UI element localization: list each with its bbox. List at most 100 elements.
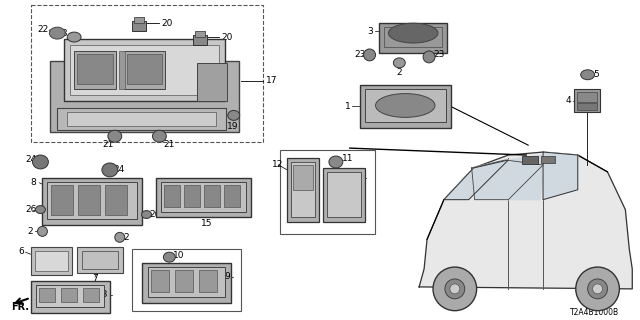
Text: 12: 12	[273, 160, 284, 170]
Text: 21: 21	[163, 140, 175, 148]
Ellipse shape	[49, 27, 65, 39]
Bar	[31, 281, 110, 313]
Bar	[156, 178, 251, 218]
Ellipse shape	[423, 51, 435, 63]
Ellipse shape	[580, 70, 595, 80]
Polygon shape	[543, 152, 578, 200]
Text: 24: 24	[114, 165, 125, 174]
Text: 11: 11	[342, 154, 353, 163]
Text: 8: 8	[31, 178, 36, 187]
Ellipse shape	[228, 110, 240, 120]
Text: 9: 9	[225, 272, 230, 282]
Bar	[280, 150, 374, 234]
Text: 14: 14	[342, 173, 353, 182]
Ellipse shape	[35, 206, 45, 213]
Bar	[161, 182, 246, 212]
Bar	[74, 51, 116, 89]
Text: 19: 19	[227, 122, 238, 131]
Ellipse shape	[329, 156, 343, 168]
Text: 13: 13	[97, 290, 108, 299]
Circle shape	[433, 267, 477, 311]
Bar	[577, 103, 596, 110]
Bar	[574, 89, 600, 112]
Text: 4: 4	[566, 96, 572, 105]
Text: 20: 20	[161, 19, 173, 28]
Circle shape	[450, 284, 460, 294]
Bar	[360, 85, 451, 128]
Bar	[522, 156, 538, 164]
Text: 20: 20	[221, 33, 232, 42]
Bar	[141, 263, 231, 303]
Text: 24: 24	[26, 156, 37, 164]
Text: 7: 7	[92, 275, 98, 284]
Bar	[47, 182, 136, 220]
Bar	[291, 162, 315, 217]
Text: 18: 18	[58, 28, 69, 38]
Text: 5: 5	[594, 70, 599, 79]
Bar	[77, 247, 123, 273]
Bar	[51, 61, 239, 132]
Bar	[224, 185, 240, 207]
Bar	[195, 31, 205, 37]
Bar	[577, 92, 596, 101]
Bar	[380, 23, 447, 53]
Ellipse shape	[141, 211, 152, 219]
Bar	[31, 5, 264, 142]
Bar	[365, 89, 446, 122]
Ellipse shape	[33, 155, 49, 169]
Bar	[175, 270, 193, 292]
Polygon shape	[506, 155, 543, 200]
Polygon shape	[472, 160, 543, 200]
Bar	[64, 39, 225, 100]
Text: 26: 26	[26, 205, 37, 214]
Bar	[83, 288, 99, 302]
Bar	[105, 185, 127, 214]
Bar	[51, 185, 73, 214]
Text: 3: 3	[367, 27, 373, 36]
Circle shape	[576, 267, 620, 311]
Ellipse shape	[376, 93, 435, 117]
Text: 23: 23	[433, 51, 444, 60]
Text: 17: 17	[266, 76, 277, 85]
Bar	[124, 51, 165, 89]
Bar	[61, 288, 77, 302]
Text: FR.: FR.	[12, 302, 29, 312]
Bar	[78, 185, 100, 214]
Ellipse shape	[364, 49, 376, 61]
Ellipse shape	[115, 232, 125, 242]
Bar	[132, 21, 145, 31]
Bar	[31, 247, 72, 275]
Circle shape	[588, 279, 607, 299]
Circle shape	[593, 284, 602, 294]
Text: T2A4B1000B: T2A4B1000B	[570, 308, 620, 317]
Text: 2: 2	[28, 227, 33, 236]
Ellipse shape	[152, 130, 166, 142]
Text: 2: 2	[396, 68, 402, 77]
Text: 6: 6	[19, 247, 24, 256]
Bar	[147, 267, 225, 297]
Ellipse shape	[102, 163, 118, 177]
Ellipse shape	[38, 227, 47, 236]
Bar	[134, 17, 143, 23]
Bar	[127, 54, 163, 84]
Bar	[82, 251, 118, 269]
Bar	[152, 270, 170, 292]
Bar	[323, 168, 365, 222]
Bar	[204, 185, 220, 207]
Bar	[164, 185, 180, 207]
Bar	[197, 63, 227, 100]
Bar	[199, 270, 217, 292]
Bar	[119, 51, 125, 89]
Bar	[327, 172, 361, 217]
Bar	[67, 112, 216, 126]
Bar	[77, 54, 113, 84]
Bar	[193, 35, 207, 45]
Ellipse shape	[388, 23, 438, 43]
Bar	[35, 251, 68, 271]
Bar	[58, 108, 226, 130]
Bar	[385, 27, 442, 47]
Polygon shape	[444, 160, 508, 200]
Circle shape	[445, 279, 465, 299]
Bar	[287, 158, 319, 222]
Text: 15: 15	[201, 219, 212, 228]
